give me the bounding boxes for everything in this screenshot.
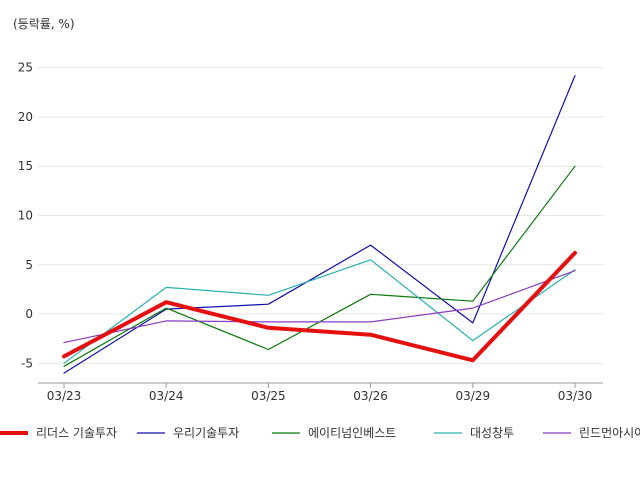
legend-label: 에이티넘인베스트 bbox=[308, 426, 396, 440]
x-tick-label: 03/30 bbox=[558, 389, 593, 403]
series-line-4 bbox=[62, 250, 577, 363]
legend-item: 대성창투 bbox=[434, 426, 514, 440]
series-line-3 bbox=[63, 270, 576, 344]
legend-item: 우리기술투자 bbox=[137, 426, 239, 440]
legend-item: 리더스 기술투자 bbox=[0, 426, 117, 440]
x-tick-label: 03/25 bbox=[251, 389, 286, 403]
y-tick-label: 0 bbox=[25, 307, 33, 321]
legend-label: 리더스 기술투자 bbox=[36, 426, 117, 440]
legend-label: 린드먼아시아 bbox=[579, 426, 640, 440]
legend-label: 대성창투 bbox=[470, 426, 514, 440]
y-tick-label: -5 bbox=[21, 356, 33, 370]
y-tick-label: 10 bbox=[18, 209, 33, 223]
series-line-2 bbox=[63, 259, 576, 364]
y-tick-label: 25 bbox=[18, 61, 33, 75]
y-tick-label: 15 bbox=[18, 159, 33, 173]
legend-item: 린드먼아시아 bbox=[543, 426, 640, 440]
legend: 리더스 기술투자 우리기술투자 에이티넘인베스트 대성창투 린드먼아시아 bbox=[0, 426, 640, 440]
legend-label: 우리기술투자 bbox=[173, 426, 239, 440]
x-tick-label: 03/23 bbox=[47, 389, 82, 403]
y-tick-label: 5 bbox=[25, 258, 33, 272]
y-unit-label: (등락률, %) bbox=[13, 17, 75, 31]
y-tick-label: 20 bbox=[18, 110, 33, 124]
gridlines bbox=[38, 67, 603, 364]
y-axis-ticks: -5 0 5 10 15 20 25 bbox=[18, 61, 33, 371]
legend-item: 에이티넘인베스트 bbox=[272, 426, 396, 440]
x-tick-label: 03/29 bbox=[456, 389, 491, 403]
x-tick-label: 03/26 bbox=[353, 389, 388, 403]
series-lines bbox=[62, 74, 577, 374]
x-axis-ticks: 03/23 03/24 03/25 03/26 03/29 03/30 bbox=[47, 383, 593, 403]
series-line-0 bbox=[63, 74, 576, 374]
x-tick-label: 03/24 bbox=[149, 389, 184, 403]
